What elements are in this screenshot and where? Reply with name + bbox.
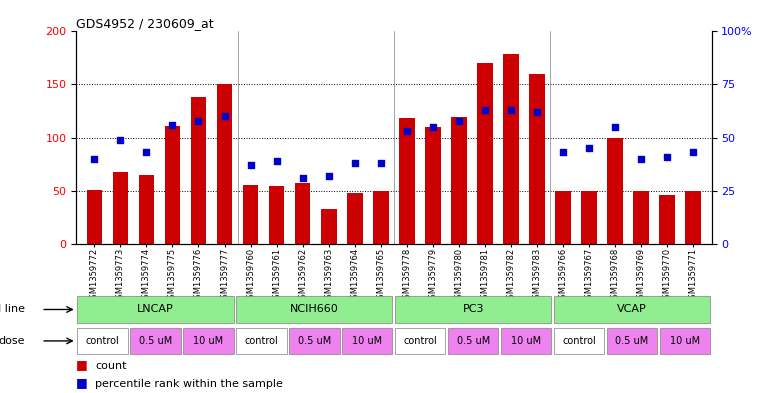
- FancyBboxPatch shape: [183, 328, 234, 354]
- FancyBboxPatch shape: [501, 328, 552, 354]
- Bar: [87, 189, 102, 244]
- Point: [635, 156, 648, 162]
- Point: [297, 175, 309, 181]
- Text: dose: dose: [0, 336, 25, 346]
- Text: percentile rank within the sample: percentile rank within the sample: [95, 379, 283, 389]
- Bar: [581, 191, 597, 244]
- FancyBboxPatch shape: [607, 328, 658, 354]
- Point: [427, 124, 439, 130]
- Bar: [529, 74, 545, 244]
- FancyBboxPatch shape: [236, 296, 393, 323]
- Text: GDS4952 / 230609_at: GDS4952 / 230609_at: [76, 17, 214, 30]
- Point: [140, 149, 152, 156]
- Bar: [113, 171, 128, 244]
- FancyBboxPatch shape: [78, 328, 128, 354]
- Text: ■: ■: [76, 376, 88, 389]
- Bar: [217, 84, 232, 244]
- Text: control: control: [244, 336, 279, 346]
- Point: [583, 145, 595, 151]
- Bar: [477, 63, 493, 244]
- FancyBboxPatch shape: [448, 328, 498, 354]
- Bar: [243, 185, 259, 244]
- Point: [167, 122, 179, 128]
- Text: LNCAP: LNCAP: [137, 305, 174, 314]
- FancyBboxPatch shape: [78, 296, 234, 323]
- Bar: [633, 191, 649, 244]
- Bar: [321, 209, 336, 244]
- Text: 10 uM: 10 uM: [511, 336, 541, 346]
- Bar: [503, 54, 519, 244]
- Bar: [191, 97, 206, 244]
- FancyBboxPatch shape: [395, 328, 445, 354]
- Point: [349, 160, 361, 166]
- Text: 0.5 uM: 0.5 uM: [298, 336, 331, 346]
- Point: [531, 109, 543, 115]
- Bar: [269, 186, 285, 244]
- Text: 0.5 uM: 0.5 uM: [139, 336, 172, 346]
- Text: ■: ■: [76, 358, 88, 371]
- Point: [323, 173, 335, 179]
- Point: [193, 118, 205, 124]
- Text: NCIH660: NCIH660: [290, 305, 339, 314]
- Bar: [556, 191, 571, 244]
- Bar: [399, 118, 415, 244]
- Text: 0.5 uM: 0.5 uM: [616, 336, 648, 346]
- Point: [687, 149, 699, 156]
- FancyBboxPatch shape: [342, 328, 393, 354]
- Text: cell line: cell line: [0, 305, 25, 314]
- Text: count: count: [95, 362, 126, 371]
- Bar: [451, 118, 466, 244]
- Bar: [425, 127, 441, 244]
- Bar: [686, 191, 701, 244]
- FancyBboxPatch shape: [395, 296, 552, 323]
- Text: 10 uM: 10 uM: [670, 336, 700, 346]
- Text: PC3: PC3: [463, 305, 484, 314]
- Bar: [660, 195, 675, 244]
- Bar: [139, 174, 154, 244]
- Bar: [607, 138, 623, 244]
- Point: [609, 124, 621, 130]
- FancyBboxPatch shape: [236, 328, 287, 354]
- Text: control: control: [403, 336, 437, 346]
- Text: 0.5 uM: 0.5 uM: [457, 336, 490, 346]
- Point: [661, 154, 673, 160]
- FancyBboxPatch shape: [660, 328, 710, 354]
- Bar: [295, 183, 310, 244]
- Point: [88, 156, 100, 162]
- Bar: [373, 191, 389, 244]
- Text: 10 uM: 10 uM: [352, 336, 383, 346]
- Point: [218, 113, 231, 119]
- FancyBboxPatch shape: [289, 328, 339, 354]
- Text: control: control: [86, 336, 119, 346]
- Point: [114, 136, 126, 143]
- Point: [271, 158, 283, 164]
- Text: 10 uM: 10 uM: [193, 336, 224, 346]
- Point: [479, 107, 491, 113]
- Text: VCAP: VCAP: [617, 305, 647, 314]
- FancyBboxPatch shape: [554, 328, 604, 354]
- Bar: [347, 193, 362, 244]
- Point: [401, 128, 413, 134]
- Text: control: control: [562, 336, 596, 346]
- Point: [244, 162, 256, 168]
- FancyBboxPatch shape: [554, 296, 710, 323]
- FancyBboxPatch shape: [130, 328, 180, 354]
- Point: [453, 118, 465, 124]
- Point: [557, 149, 569, 156]
- Point: [374, 160, 387, 166]
- Point: [505, 107, 517, 113]
- Bar: [164, 126, 180, 244]
